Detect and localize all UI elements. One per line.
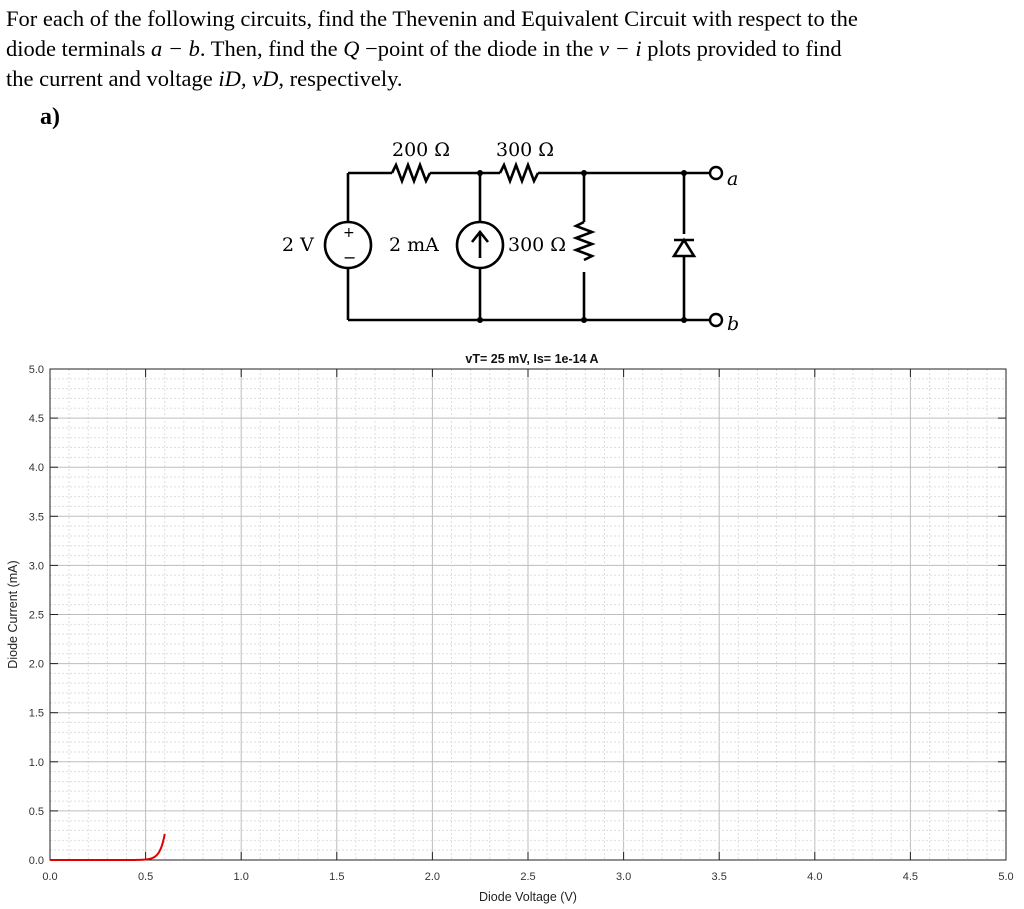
- problem-text: , respectively.: [278, 66, 403, 91]
- x-tick-label: 4.5: [903, 871, 918, 883]
- problem-line-2: diode terminals a − b. Then, find the Q …: [6, 34, 1016, 64]
- x-tick-label: 3.0: [616, 871, 631, 883]
- label-r3: 300 Ω: [508, 234, 566, 256]
- terminal-a-node: [708, 165, 724, 181]
- problem-text: For each of the following circuits, find…: [6, 6, 858, 31]
- label-vsource: 2 V: [282, 234, 314, 256]
- y-tick-label: 0.0: [29, 855, 44, 867]
- problem-text: . Then, find the: [199, 36, 344, 61]
- part-label: a): [40, 104, 60, 130]
- resistor-r3: [572, 220, 596, 262]
- label-r2: 300 Ω: [496, 139, 554, 161]
- chart-grid: [49, 368, 1007, 861]
- plot-frame: [49, 368, 1007, 861]
- current-source: [455, 220, 505, 270]
- y-tick-label: 2.5: [29, 610, 44, 622]
- y-tick-label: 1.5: [29, 708, 44, 720]
- problem-line-3: the current and voltage iD, vD, respecti…: [6, 64, 1016, 94]
- chart-ticks: 0.0 0.5 1.0 1.5 2.0 2.5 3.0 3.5 4.0 4.5 5.0 0.0 0.5 1…: [29, 364, 1014, 883]
- label-plus: +: [343, 225, 355, 241]
- problem-text: −point of the diode in the: [359, 36, 599, 61]
- x-tick-label: 0.0: [42, 871, 57, 883]
- iv-curve-series: [50, 833, 166, 861]
- resistor-r1: [390, 161, 432, 185]
- current-arrow: [470, 229, 490, 258]
- chart-title: vT= 25 mV, Is= 1e-14 A: [465, 352, 598, 366]
- problem-text: diode terminals: [6, 36, 151, 61]
- diode-symbol: [671, 237, 697, 258]
- y-tick-label: 4.5: [29, 413, 44, 425]
- x-axis-label: Diode Voltage (V): [479, 890, 577, 904]
- problem-text: the current and voltage: [6, 66, 219, 91]
- problem-line-1: For each of the following circuits, find…: [6, 4, 1016, 34]
- math-id-vd: iD, vD: [218, 66, 279, 91]
- problem-statement: For each of the following circuits, find…: [6, 4, 1016, 94]
- y-tick-label: 4.0: [29, 462, 44, 474]
- y-tick-label: 1.0: [29, 757, 44, 769]
- x-tick-label: 1.0: [234, 871, 249, 883]
- voltage-source: [323, 220, 373, 270]
- label-terminal-a: a: [727, 168, 738, 190]
- circuit-diagram: 200 Ω 300 Ω 2 V 2 mA 300 Ω + − a b: [282, 139, 739, 335]
- y-tick-label: 3.5: [29, 511, 44, 523]
- math-terminals: a − b: [150, 36, 200, 61]
- x-tick-label: 0.5: [138, 871, 153, 883]
- y-axis-label: Diode Current (mA): [6, 560, 20, 668]
- y-tick-label: 3.0: [29, 560, 44, 572]
- math-vi: v − i: [599, 36, 642, 61]
- label-terminal-b: b: [727, 313, 739, 335]
- problem-text: plots provided to find: [641, 36, 842, 61]
- label-isource: 2 mA: [389, 234, 439, 256]
- y-tick-label: 2.0: [29, 659, 44, 671]
- x-tick-label: 1.5: [329, 871, 344, 883]
- x-tick-label: 3.5: [712, 871, 727, 883]
- math-q: Q: [343, 36, 360, 61]
- y-tick-label: 0.5: [29, 806, 44, 818]
- x-tick-label: 2.5: [520, 871, 535, 883]
- label-minus: −: [343, 248, 356, 267]
- label-r1: 200 Ω: [392, 139, 450, 161]
- x-tick-label: 2.0: [425, 871, 440, 883]
- y-tick-label: 5.0: [29, 364, 44, 376]
- resistor-r2: [498, 161, 540, 185]
- x-tick-label: 5.0: [998, 871, 1013, 883]
- x-tick-label: 4.0: [807, 871, 822, 883]
- terminal-b-node: [708, 312, 724, 328]
